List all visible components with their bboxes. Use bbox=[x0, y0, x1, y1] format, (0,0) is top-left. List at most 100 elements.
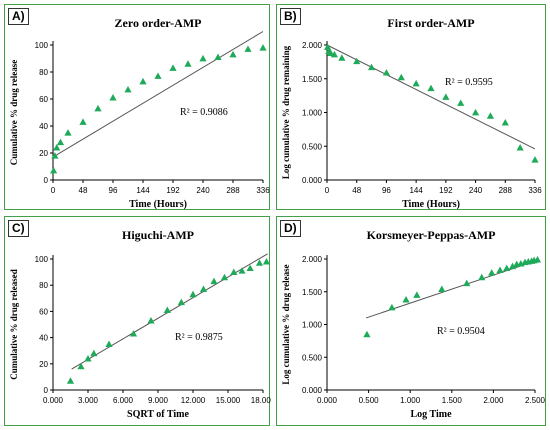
data-point bbox=[229, 50, 237, 58]
higuchi-chart: Higuchi-AMP 0.000 3.000 6.000 9.000 12.000 15.… bbox=[9, 228, 271, 420]
x-tick-label: 0 bbox=[325, 186, 330, 195]
panel-a: A) Zero order-AMP 0 48 96 144 192 240 288 336 0 20… bbox=[4, 4, 270, 210]
x-tick-label: 0 bbox=[51, 186, 56, 195]
y-tick-label: 0.500 bbox=[302, 142, 323, 151]
data-point bbox=[238, 267, 246, 274]
panel-label: D) bbox=[280, 220, 301, 237]
x-axis-label: Log Time bbox=[410, 409, 452, 420]
x-tick-label: 1.000 bbox=[400, 396, 421, 405]
x-tick-label: 18.000 bbox=[251, 396, 271, 405]
x-tick-label: 336 bbox=[528, 186, 542, 195]
x-tick-label: 48 bbox=[79, 186, 88, 195]
data-point bbox=[413, 291, 421, 298]
x-tick-label: 0.000 bbox=[317, 396, 338, 405]
x-tick-label: 144 bbox=[136, 186, 150, 195]
y-tick-label: 0.000 bbox=[302, 176, 323, 185]
x-tick-label: 240 bbox=[469, 186, 483, 195]
data-point bbox=[199, 285, 208, 293]
data-point bbox=[210, 277, 218, 285]
data-point bbox=[457, 99, 465, 106]
data-point bbox=[471, 108, 480, 116]
data-point bbox=[324, 43, 332, 50]
r-squared-label: R² = 0.9875 bbox=[175, 332, 223, 343]
y-tick-label: 20 bbox=[39, 360, 48, 369]
data-point bbox=[259, 44, 267, 51]
y-tick-label: 80 bbox=[39, 68, 48, 77]
data-point bbox=[214, 53, 222, 61]
first-order-chart: First order-AMP 0 48 96 144 192 240 288 336 0.000… bbox=[281, 16, 542, 210]
r-squared-label: R² = 0.9595 bbox=[445, 77, 493, 88]
y-tick-label: 1.500 bbox=[302, 75, 323, 84]
panel-b: B) First order-AMP 0 48 96 144 192 240 288 336 0.… bbox=[276, 4, 546, 210]
data-point bbox=[109, 94, 117, 101]
panel-label: A) bbox=[8, 8, 29, 25]
data-point bbox=[442, 93, 450, 100]
y-tick-label: 1.500 bbox=[302, 288, 323, 297]
x-tick-label: 240 bbox=[196, 186, 210, 195]
data-point bbox=[53, 144, 61, 151]
x-axis-label: SQRT of Time bbox=[127, 409, 189, 420]
y-tick-label: 100 bbox=[35, 41, 49, 50]
r-squared-label: R² = 0.9086 bbox=[180, 107, 228, 118]
x-tick-label: 2.500 bbox=[525, 396, 546, 405]
y-tick-label: 0.000 bbox=[302, 386, 323, 395]
chart-title: Korsmeyer-Peppas-AMP bbox=[367, 228, 496, 242]
y-axis-label: Cumulative % drug released bbox=[9, 269, 19, 380]
x-tick-label: 15.000 bbox=[216, 396, 241, 405]
y-tick-label: 60 bbox=[39, 95, 48, 104]
data-point bbox=[90, 349, 98, 357]
data-point bbox=[478, 273, 486, 281]
y-tick-label: 1.000 bbox=[302, 321, 323, 330]
y-tick-label: 2.000 bbox=[302, 41, 323, 50]
x-tick-label: 144 bbox=[409, 186, 423, 195]
r-squared-label: R² = 0.9504 bbox=[437, 326, 485, 337]
data-point bbox=[516, 144, 524, 151]
x-tick-label: 288 bbox=[226, 186, 240, 195]
data-point bbox=[139, 77, 147, 85]
data-point bbox=[105, 340, 113, 348]
trend-line bbox=[52, 31, 264, 158]
data-point bbox=[246, 264, 254, 272]
x-tick-label: 9.000 bbox=[148, 396, 169, 405]
y-tick-label: 80 bbox=[39, 281, 48, 290]
x-tick-label: 12.000 bbox=[181, 396, 206, 405]
data-point bbox=[412, 79, 420, 87]
y-axis-label: Log cumulative % drug release bbox=[281, 264, 291, 384]
data-point bbox=[124, 85, 132, 93]
x-tick-label: 192 bbox=[439, 186, 453, 195]
data-point bbox=[79, 118, 87, 125]
data-point bbox=[177, 298, 185, 306]
korsmeyer-peppas-chart: Korsmeyer-Peppas-AMP 0.000 0.500 1.000 1.500… bbox=[281, 228, 546, 420]
chart-title: Higuchi-AMP bbox=[122, 228, 194, 242]
y-tick-label: 0 bbox=[44, 176, 49, 185]
data-point bbox=[503, 264, 511, 272]
x-axis-label: Time (Hours) bbox=[129, 199, 187, 210]
data-point bbox=[129, 330, 138, 337]
x-tick-label: 192 bbox=[166, 186, 180, 195]
data-point bbox=[84, 354, 92, 362]
data-point bbox=[94, 104, 102, 112]
x-tick-label: 288 bbox=[499, 186, 513, 195]
panel-label: B) bbox=[280, 8, 301, 25]
y-tick-label: 0.500 bbox=[302, 353, 323, 362]
x-tick-label: 96 bbox=[382, 186, 391, 195]
data-point bbox=[77, 362, 85, 370]
data-point bbox=[199, 54, 207, 62]
data-point bbox=[56, 138, 65, 146]
x-tick-label: 96 bbox=[109, 186, 118, 195]
y-tick-label: 100 bbox=[35, 255, 49, 264]
y-tick-label: 20 bbox=[39, 149, 48, 158]
y-tick-label: 2.000 bbox=[302, 255, 323, 264]
x-tick-label: 3.000 bbox=[78, 396, 99, 405]
data-point bbox=[382, 69, 391, 76]
chart-title: First order-AMP bbox=[387, 16, 474, 30]
data-point bbox=[184, 60, 192, 67]
data-point bbox=[508, 262, 517, 270]
panel-d: D) Korsmeyer-Peppas-AMP 0.000 0.500 1.000 1.… bbox=[276, 216, 546, 426]
data-point bbox=[397, 73, 405, 81]
data-point bbox=[496, 266, 504, 274]
data-point bbox=[230, 268, 238, 275]
data-point bbox=[163, 306, 171, 313]
data-point bbox=[330, 50, 339, 58]
